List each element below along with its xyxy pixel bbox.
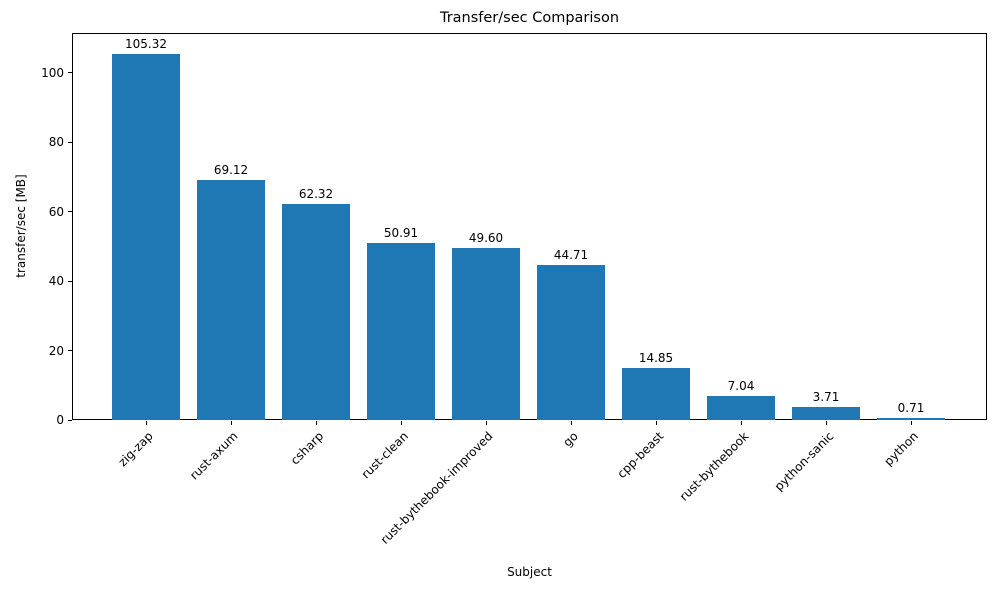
bar (707, 395, 775, 420)
y-tick-label: 40 (48, 274, 64, 289)
bar-value-label: 62.32 (298, 186, 334, 201)
bar-value-label: 0.71 (897, 400, 925, 415)
x-tick-mark (656, 421, 657, 425)
y-tick-mark (68, 211, 72, 213)
x-tick-mark (571, 421, 572, 425)
bar (367, 243, 435, 420)
bar-value-label: 105.32 (125, 37, 167, 52)
x-tick-mark (146, 421, 147, 425)
y-tick-mark (68, 72, 72, 74)
y-axis-label: transfer/sec [MB] (14, 174, 28, 278)
x-axis-label: Subject (507, 565, 552, 579)
bar (537, 264, 605, 420)
y-tick-label: 20 (48, 343, 64, 358)
x-tick-label-text: rust-clean (358, 429, 411, 482)
y-tick-label: 100 (41, 65, 64, 80)
bar-value-label: 14.85 (638, 351, 674, 366)
y-tick-mark (68, 419, 72, 421)
x-tick-label-text: csharp (287, 429, 326, 468)
y-tick-mark (68, 141, 72, 143)
bar-value-label: 50.91 (383, 226, 419, 241)
x-tick-label-text: python (881, 429, 921, 469)
bar (197, 180, 265, 420)
y-tick-label: 80 (48, 135, 64, 150)
bar (452, 247, 520, 420)
bar (792, 407, 860, 420)
x-tick-mark (316, 421, 317, 425)
bar-value-label: 3.71 (812, 390, 840, 405)
bar-value-label: 49.60 (468, 230, 504, 245)
bar-value-label: 69.12 (213, 163, 249, 178)
x-tick-mark (741, 421, 742, 425)
x-tick-mark (826, 421, 827, 425)
x-tick-label-text: python-sanic (771, 429, 836, 494)
x-tick-label-text: cpp-beast (613, 429, 666, 481)
x-tick-label-text: go (560, 429, 581, 450)
y-tick-mark (68, 280, 72, 282)
bar (112, 54, 180, 420)
bar (622, 368, 690, 420)
bar (877, 417, 945, 420)
bar (282, 203, 350, 420)
y-tick-mark (68, 350, 72, 352)
y-tick-label: 60 (48, 204, 64, 219)
x-tick-label-text: zig-zap (115, 429, 156, 470)
x-tick-mark (231, 421, 232, 425)
bar-value-label: 44.71 (553, 247, 589, 262)
chart-title: Transfer/sec Comparison (439, 10, 620, 26)
x-tick-label-text: rust-bythebook (676, 429, 751, 504)
x-tick-mark (401, 421, 402, 425)
y-tick-label: 0 (56, 413, 64, 427)
x-tick-label-text: rust-axum (187, 429, 241, 483)
bar-value-label: 7.04 (727, 378, 755, 393)
x-tick-mark (911, 421, 912, 425)
x-tick-mark (486, 421, 487, 425)
